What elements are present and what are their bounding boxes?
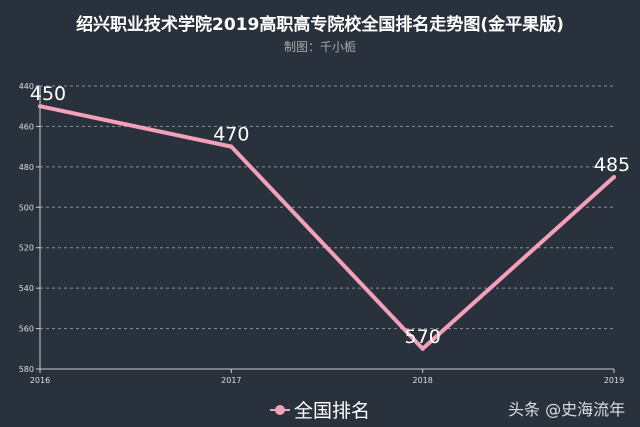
data-label: 570: [405, 326, 441, 348]
chart-title: 绍兴职业技术学院2019高职高专院校全国排名走势图(金平果版): [76, 15, 564, 35]
x-tick-label: 2018: [412, 376, 432, 385]
y-tick-label: 460: [19, 122, 34, 131]
y-tick-label: 580: [19, 365, 34, 374]
data-point: [612, 174, 616, 179]
chart-subtitle: 制图：千小栀: [283, 40, 356, 54]
data-point: [229, 144, 234, 149]
x-tick-label: 2019: [604, 376, 624, 385]
y-tick-label: 500: [19, 203, 34, 212]
data-point: [38, 104, 42, 109]
data-label: 470: [213, 124, 249, 146]
y-tick-label: 480: [19, 163, 34, 172]
y-tick-label: 560: [19, 325, 34, 334]
data-label: 485: [594, 154, 630, 176]
y-tick-label: 520: [19, 244, 34, 253]
legend-label: 全国排名: [294, 400, 371, 422]
data-point: [420, 346, 425, 351]
y-tick-label: 540: [19, 284, 34, 293]
legend-marker-icon: [270, 404, 290, 415]
x-tick-label: 2016: [30, 376, 50, 385]
data-label: 450: [30, 83, 66, 105]
x-tick-label: 2017: [221, 376, 241, 385]
y-tick-label: 440: [19, 82, 34, 91]
legend-item[interactable]: 全国排名: [270, 396, 370, 423]
watermark: 头条 @史海流年: [508, 400, 626, 419]
series-line: [39, 104, 616, 351]
